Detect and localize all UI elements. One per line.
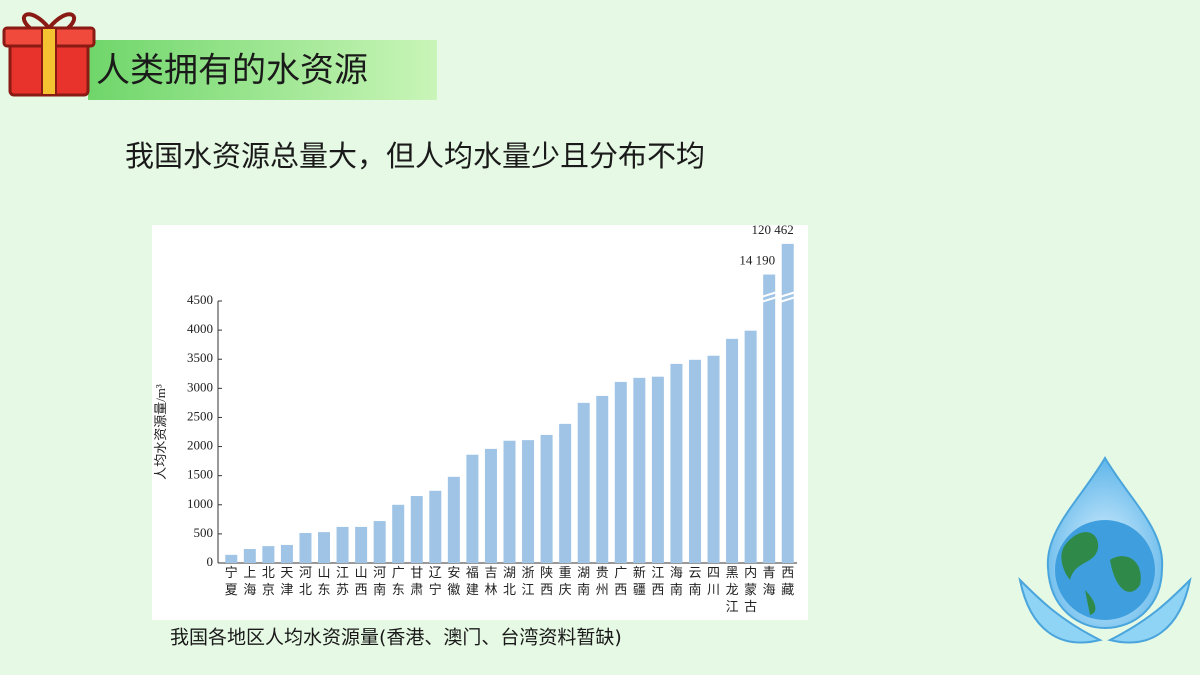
bar [522,440,535,563]
y-tick-label: 3000 [187,379,213,394]
title: 人类拥有的水资源 [96,51,368,91]
bar [318,532,331,563]
axis-break [760,291,778,303]
x-tick-label: 四川 [707,566,720,598]
y-tick-label: 1500 [187,467,213,482]
x-tick-label: 江西 [651,566,664,598]
value-label: 14 190 [739,253,775,268]
bar [373,521,386,563]
axis-break [779,291,797,303]
bar [466,454,479,563]
bar [670,363,683,563]
x-tick-label: 辽宁 [429,566,442,598]
title-bar [88,40,437,100]
value-label: 120 462 [751,222,793,237]
y-tick-label: 4500 [187,292,213,307]
caption: 我国各地区人均水资源量(香港、澳门、台湾资料暂缺) [170,627,622,649]
x-tick-label: 湖南 [577,566,590,598]
bar [577,402,590,563]
bar [688,359,701,563]
x-tick-label: 海南 [670,566,683,598]
x-tick-label: 黑龙江 [726,566,739,615]
bar [484,448,497,563]
bar [336,526,349,563]
bar [262,546,275,563]
x-tick-label: 新疆 [633,565,646,598]
x-tick-label: 宁夏 [225,565,238,598]
chart: 0 500 1000 1500 2000 2500 3000 3500 4000 4500 人均水资… [153,222,797,615]
x-tick-label: 河南 [373,566,386,598]
bar [781,243,794,564]
bar [447,476,460,563]
bar [651,376,664,563]
bar [503,440,516,563]
y-tick-label: 0 [207,554,214,569]
bar [763,274,776,563]
bar [633,377,646,563]
bar [410,496,423,563]
x-tick-label: 青海 [763,566,776,598]
bar [744,330,757,563]
x-tick-label: 广东 [392,566,405,598]
y-axis-label: 人均水资源量/m³ [153,384,168,480]
bar [707,355,720,563]
bar [355,526,368,563]
bar [726,338,739,563]
bar [596,395,609,563]
bar [429,490,442,563]
bar [559,423,572,563]
x-tick-label: 上海 [243,566,256,598]
x-tick-label: 湖北 [503,566,516,598]
x-tick-label: 贵州 [596,566,609,598]
bar [299,533,312,563]
x-tick-label: 福建 [466,566,479,598]
gift-icon [2,12,96,97]
bar [614,381,627,563]
y-tick-label: 3500 [187,350,213,365]
x-tick-label: 内蒙古 [744,565,757,615]
x-tick-label: 浙江 [522,566,535,598]
x-tick-label: 甘肃 [410,566,423,598]
bar [243,549,256,563]
x-tick-label: 云南 [688,566,701,598]
bar [392,504,405,563]
x-tick-label: 河北 [299,566,312,598]
subtitle: 我国水资源总量大，但人均水量少且分布不均 [125,139,705,173]
x-tick-label: 广西 [614,566,627,598]
water-drop-icon [1018,456,1192,644]
x-tick-label: 天津 [280,566,293,598]
y-tick-label: 4000 [187,321,213,336]
bar [280,544,293,563]
y-tick-label: 2500 [187,408,213,423]
x-tick-label: 山西 [355,566,368,598]
x-tick-label: 陕西 [540,566,553,598]
x-tick-label: 重庆 [559,565,572,598]
x-tick-label: 山东 [318,566,331,598]
bar [540,434,553,563]
x-tick-label: 北京 [262,566,275,598]
bar [225,554,238,563]
y-tick-label: 1000 [187,496,213,511]
y-tick-label: 2000 [187,438,213,453]
y-tick-label: 500 [194,525,214,540]
x-tick-label: 安徽 [447,566,460,598]
x-tick-label: 吉林 [484,566,497,598]
x-tick-label: 西藏 [781,566,794,598]
x-tick-label: 江苏 [336,566,349,598]
